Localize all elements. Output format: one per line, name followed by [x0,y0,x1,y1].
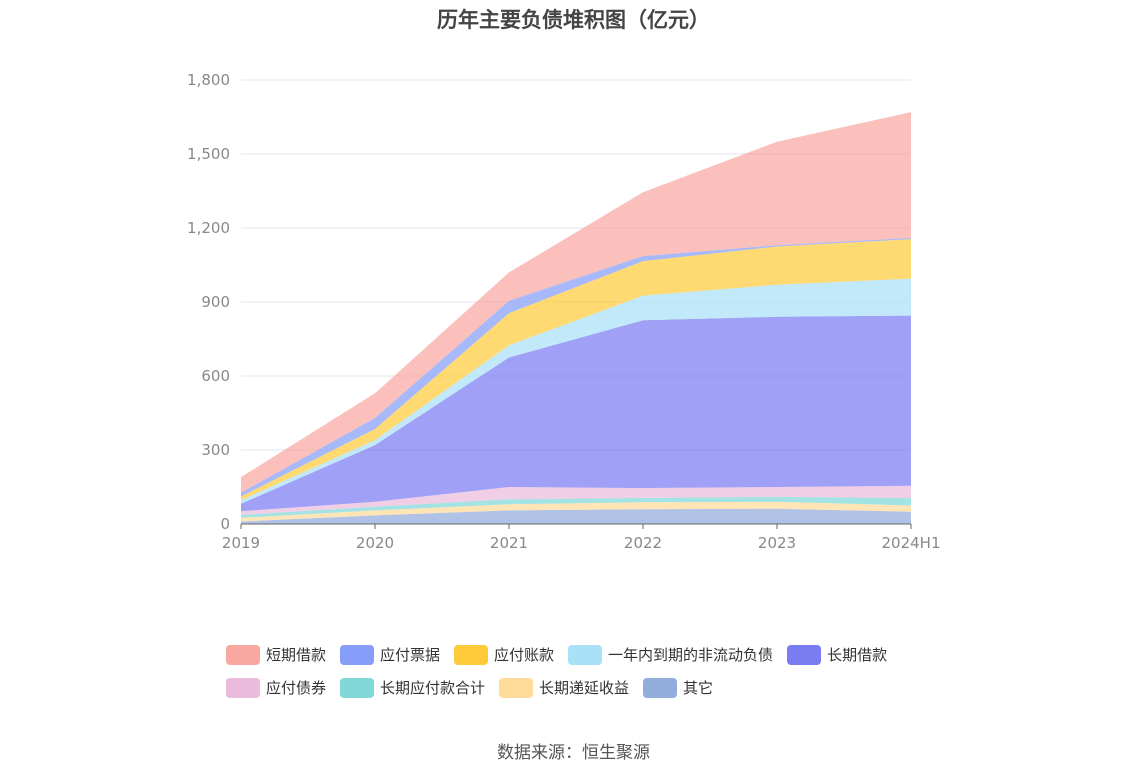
legend-label: 短期借款 [266,646,327,664]
legend-item[interactable]: 应付票据 [340,644,440,665]
legend-item[interactable]: 短期借款 [226,644,326,665]
legend-item[interactable]: 应付债券 [226,677,326,698]
area-长期借款 [241,315,911,512]
y-tick-label: 1,800 [187,71,230,89]
legend-item[interactable]: 长期应付款合计 [340,677,485,698]
area-一年内到期的非流动负债 [241,278,911,504]
legend-label: 长期借款 [827,646,888,664]
chart-title: 历年主要负债堆积图（亿元） [437,8,710,32]
data-source-note: 数据来源：恒生聚源 [497,743,650,763]
legend-swatch [568,644,603,665]
legend-row: 短期借款 应付票据 应付账款 一年内到期的非流动负债 长期借款 [226,638,986,671]
legend-swatch [340,644,375,665]
legend-label: 应付债券 [266,679,327,697]
legend-label: 应付票据 [380,646,441,664]
legend-item[interactable]: 其它 [643,677,713,698]
legend-item[interactable]: 长期递延收益 [499,677,629,698]
legend-label: 其它 [683,679,714,697]
legend-swatch [226,644,260,665]
y-tick-label: 0 [220,515,230,533]
legend-swatch [226,677,260,698]
legend-label: 长期应付款合计 [380,679,486,697]
legend-item[interactable]: 长期借款 [787,644,887,665]
area-应付债券 [241,485,911,515]
x-tick-label: 2024H1 [882,534,941,552]
x-tick-label: 2020 [356,534,394,552]
x-tick-label: 2022 [624,534,662,552]
legend: 短期借款 应付票据 应付账款 一年内到期的非流动负债 长期借款应付债券 长期应付款合计 长期… [226,638,986,704]
legend-swatch [454,644,489,665]
x-tick-label: 2021 [490,534,528,552]
area-短期借款 [241,112,911,493]
legend-label: 长期递延收益 [539,679,630,697]
y-tick-label: 600 [201,367,230,385]
legend-label: 应付账款 [494,646,555,664]
x-tick-label: 2023 [758,534,796,552]
legend-item[interactable]: 应付账款 [454,644,554,665]
legend-swatch [340,677,375,698]
legend-swatch [643,677,678,698]
area-其它 [241,508,911,524]
legend-label: 一年内到期的非流动负债 [608,646,774,664]
area-长期递延收益 [241,501,911,522]
axes: 0 300 600 900 1,200 1,500 1,800 2019 2020 2021 202… [187,71,940,552]
y-tick-label: 300 [201,441,230,459]
y-tick-label: 1,200 [187,219,230,237]
legend-item[interactable]: 一年内到期的非流动负债 [568,644,773,665]
legend-swatch [787,644,822,665]
legend-row: 应付债券 长期应付款合计 长期递延收益 其它 [226,671,986,704]
y-tick-label: 1,500 [187,145,230,163]
chart-plot-area: 0 300 600 900 1,200 1,500 1,800 2019 2020 2021 202… [187,71,940,552]
y-tick-label: 900 [201,293,230,311]
legend-swatch [499,677,534,698]
x-tick-label: 2019 [222,534,260,552]
area-长期应付款合计 [241,496,911,518]
stacked-areas [241,112,911,524]
area-应付账款 [241,239,911,501]
